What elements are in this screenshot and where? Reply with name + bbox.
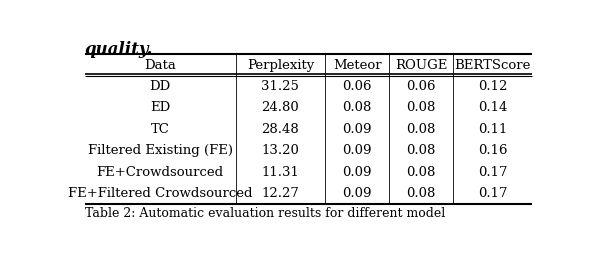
Text: 24.80: 24.80 <box>261 101 299 114</box>
Point <box>450 203 457 206</box>
Text: 0.09: 0.09 <box>343 166 372 179</box>
Text: 0.06: 0.06 <box>343 80 372 93</box>
Text: 0.16: 0.16 <box>478 144 507 157</box>
Text: DD: DD <box>149 80 171 93</box>
Point <box>321 53 329 56</box>
Text: FE+Filtered Crowdsourced: FE+Filtered Crowdsourced <box>68 187 252 200</box>
Text: 0.14: 0.14 <box>478 101 507 114</box>
Text: 0.11: 0.11 <box>478 123 507 136</box>
Text: 11.31: 11.31 <box>261 166 299 179</box>
Point <box>450 53 457 56</box>
Text: 0.08: 0.08 <box>406 187 436 200</box>
Point <box>385 203 393 206</box>
Text: Data: Data <box>144 59 176 72</box>
Text: ROUGE: ROUGE <box>395 59 447 72</box>
Text: 0.08: 0.08 <box>343 101 372 114</box>
Text: 12.27: 12.27 <box>261 187 299 200</box>
Text: Filtered Existing (FE): Filtered Existing (FE) <box>87 144 232 157</box>
Text: 0.08: 0.08 <box>406 144 436 157</box>
Text: Meteor: Meteor <box>333 59 382 72</box>
Text: quality.: quality. <box>84 41 153 58</box>
Text: 0.08: 0.08 <box>406 123 436 136</box>
Text: 13.20: 13.20 <box>261 144 299 157</box>
Text: 0.12: 0.12 <box>478 80 507 93</box>
Text: TC: TC <box>150 123 170 136</box>
Text: 0.09: 0.09 <box>343 123 372 136</box>
Text: Table 2: Automatic evaluation results for different model: Table 2: Automatic evaluation results fo… <box>84 207 445 220</box>
Text: 28.48: 28.48 <box>261 123 299 136</box>
Text: 0.06: 0.06 <box>406 80 436 93</box>
Text: 0.17: 0.17 <box>478 187 507 200</box>
Text: ED: ED <box>150 101 170 114</box>
Point <box>385 53 393 56</box>
Point <box>232 203 239 206</box>
Text: 0.08: 0.08 <box>406 166 436 179</box>
Text: 0.09: 0.09 <box>343 187 372 200</box>
Text: Perplexity: Perplexity <box>247 59 314 72</box>
Point <box>321 203 329 206</box>
Text: 0.09: 0.09 <box>343 144 372 157</box>
Text: BERTScore: BERTScore <box>455 59 531 72</box>
Text: FE+Crowdsourced: FE+Crowdsourced <box>96 166 224 179</box>
Point <box>232 53 239 56</box>
Text: 0.17: 0.17 <box>478 166 507 179</box>
Text: 0.08: 0.08 <box>406 101 436 114</box>
Text: 31.25: 31.25 <box>261 80 299 93</box>
